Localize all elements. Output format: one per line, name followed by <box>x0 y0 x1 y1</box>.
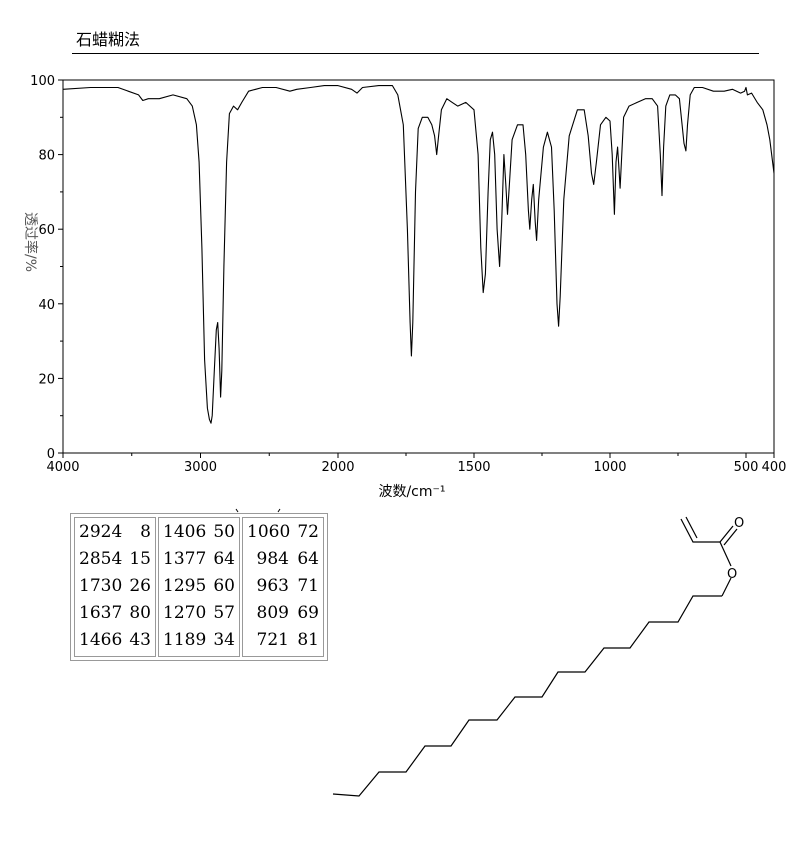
peak-transmittance: 81 <box>297 630 319 650</box>
peak-transmittance: 64 <box>297 549 319 569</box>
peak-wavenumber: 963 <box>256 576 289 596</box>
peak-transmittance: 8 <box>140 522 151 542</box>
peak-wavenumber: 1270 <box>163 603 207 623</box>
y-tick-label: 0 <box>47 447 55 462</box>
peak-wavenumber: 2854 <box>79 549 123 569</box>
peak-row: 1406 50 <box>163 519 235 546</box>
peak-transmittance: 57 <box>213 603 235 623</box>
y-tick-label: 60 <box>38 223 55 238</box>
x-tick-label: 500 <box>734 460 759 475</box>
peak-wavenumber: 1730 <box>79 576 123 596</box>
peak-wavenumber: 1377 <box>163 549 207 569</box>
peak-table-column: 1406 50 1377 64 1295 60 1270 57 1189 34 <box>158 517 240 657</box>
peak-wavenumber: 1295 <box>163 576 207 596</box>
peak-transmittance: 50 <box>213 522 235 542</box>
spectrum-line <box>62 85 775 424</box>
alkyl-chain <box>332 595 722 797</box>
peak-wavenumber: 1466 <box>79 630 123 650</box>
peak-wavenumber: 721 <box>256 630 289 650</box>
peak-row: 2924 8 <box>79 519 151 546</box>
peak-wavenumber: 1406 <box>163 522 207 542</box>
x-tick-label: 3000 <box>184 460 217 475</box>
y-tick-label: 40 <box>38 298 55 313</box>
carbonyl-bond-2 <box>723 528 738 546</box>
peak-row: 1730 26 <box>79 573 151 600</box>
y-axis-label: 透过率/% <box>22 212 39 272</box>
peak-transmittance: 43 <box>129 630 151 650</box>
peak-wavenumber: 809 <box>256 603 289 623</box>
x-tick-label: 2000 <box>321 460 354 475</box>
peak-row: 1377 64 <box>163 546 235 573</box>
peak-wavenumber: 984 <box>256 549 289 569</box>
x-axis-label: 波数/cm⁻¹ <box>378 484 445 500</box>
peak-row: 1189 34 <box>163 627 235 654</box>
y-tick-label: 80 <box>38 149 55 164</box>
x-tick-label: 4000 <box>46 460 79 475</box>
ester-o-c-bond <box>721 577 732 597</box>
ir-spectrum-chart: 0 20 40 60 80 100 4000 3000 2000 1500 1000 500 400 波数… <box>22 74 787 513</box>
peak-row: 809 69 <box>247 600 319 627</box>
x-tick-label: 1000 <box>593 460 626 475</box>
vinyl-bond <box>680 518 720 543</box>
peak-wavenumber: 1060 <box>247 522 291 542</box>
plot-frame <box>62 79 775 454</box>
peak-transmittance: 64 <box>213 549 235 569</box>
y-tick-label: 100 <box>30 74 55 89</box>
peak-wavenumber: 1637 <box>79 603 123 623</box>
x-tick-label: 1500 <box>457 460 490 475</box>
table-mark <box>235 508 239 513</box>
peak-transmittance: 60 <box>213 576 235 596</box>
peak-row: 1295 60 <box>163 573 235 600</box>
peak-table-column: 2924 8 2854 15 1730 26 1637 80 1466 43 <box>74 517 156 657</box>
peak-transmittance: 34 <box>213 630 235 650</box>
peak-row: 2854 15 <box>79 546 151 573</box>
vinyl-double-bond <box>685 516 698 539</box>
peak-row: 963 71 <box>247 573 319 600</box>
peak-row: 984 64 <box>247 546 319 573</box>
peak-wavenumber: 2924 <box>79 522 123 542</box>
peak-table-column: 1060 72 984 64 963 71 809 69 721 81 <box>242 517 324 657</box>
peak-transmittance: 15 <box>129 549 151 569</box>
peak-wavenumber: 1189 <box>163 630 207 650</box>
peak-row: 721 81 <box>247 627 319 654</box>
ester-oxygen-label: O <box>727 567 737 582</box>
method-label: 石蜡糊法 <box>76 30 141 49</box>
peak-transmittance: 71 <box>297 576 319 596</box>
peak-table: 2924 8 2854 15 1730 26 1637 80 1466 43 1406 50 1377 6… <box>70 513 328 661</box>
peak-row: 1637 80 <box>79 600 151 627</box>
carbonyl-bond-1 <box>719 525 734 543</box>
peak-row: 1270 57 <box>163 600 235 627</box>
peak-transmittance: 26 <box>129 576 151 596</box>
header-rule <box>72 53 759 54</box>
peak-row: 1060 72 <box>247 519 319 546</box>
ester-bond <box>719 541 732 567</box>
table-mark <box>277 508 281 513</box>
peak-transmittance: 80 <box>129 603 151 623</box>
peak-transmittance: 72 <box>297 522 319 542</box>
peak-transmittance: 69 <box>297 603 319 623</box>
peak-row: 1466 43 <box>79 627 151 654</box>
y-tick-label: 20 <box>38 372 55 387</box>
structure-bonds <box>332 516 738 797</box>
x-tick-label: 400 <box>762 460 787 475</box>
